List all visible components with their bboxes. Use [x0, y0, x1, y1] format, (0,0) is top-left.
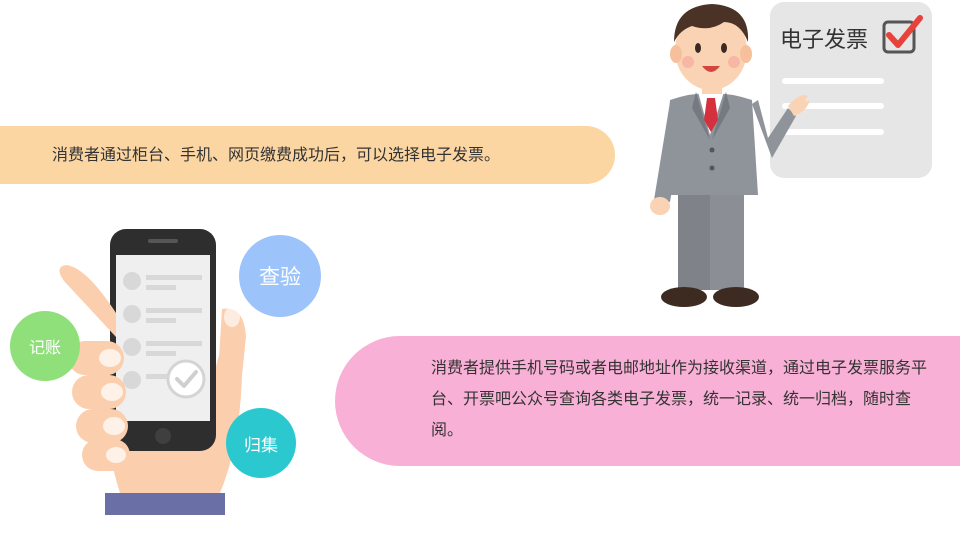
bubble-account-label: 记账 — [28, 338, 61, 357]
bubble-collect: 归集 — [226, 408, 296, 478]
bubble-account: 记账 — [10, 311, 80, 381]
document-card: 电子发票 — [770, 2, 932, 178]
hand-phone-illustration — [59, 229, 246, 515]
top-banner-text: 消费者通过柜台、手机、网页缴费成功后，可以选择电子发票。 — [52, 145, 501, 164]
bottom-banner-text: 消费者提供手机号码或者电邮地址作为接收渠道，通过电子发票服务平台、开票吧公众号查… — [431, 358, 928, 439]
top-banner: 消费者通过柜台、手机、网页缴费成功后，可以选择电子发票。 — [0, 126, 615, 184]
document-card-title: 电子发票 — [780, 28, 869, 53]
bubble-check: 查验 — [239, 235, 321, 317]
bubble-check-label: 查验 — [259, 265, 301, 289]
bubble-collect-label: 归集 — [244, 435, 278, 456]
businessman-illustration — [650, 4, 810, 307]
document-line — [782, 103, 884, 109]
document-line — [782, 78, 884, 84]
document-line — [782, 129, 884, 135]
bottom-banner: 消费者提供手机号码或者电邮地址作为接收渠道，通过电子发票服务平台、开票吧公众号查… — [335, 336, 960, 466]
checkbox-check-icon — [882, 15, 923, 54]
